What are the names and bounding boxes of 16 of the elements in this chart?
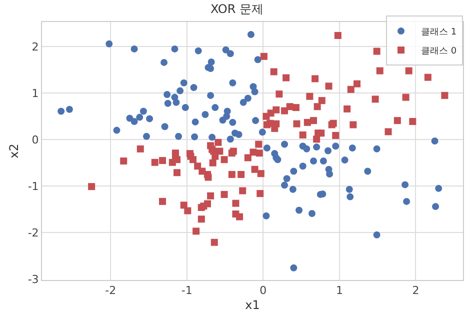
y-tick-label: -1 bbox=[28, 180, 39, 193]
chart-title: XOR 문제 bbox=[210, 2, 264, 16]
x-tick-label: 0 bbox=[260, 284, 267, 298]
y-axis-title: x2 bbox=[7, 144, 22, 158]
x-axis-title: x1 bbox=[245, 298, 260, 312]
x-tick-label: 2 bbox=[412, 284, 420, 298]
y-tick-label: 1 bbox=[32, 86, 39, 100]
x-tick-label: -2 bbox=[105, 284, 116, 298]
y-tick-label: 0 bbox=[32, 133, 39, 146]
y-tick-label: -2 bbox=[28, 226, 39, 240]
x-tick-label: -1 bbox=[181, 284, 192, 298]
x-tick-label: 1 bbox=[336, 284, 343, 298]
legend-label: 클래스 0 bbox=[421, 46, 457, 57]
legend-label: 클래스 1 bbox=[421, 28, 457, 38]
y-tick-label: 2 bbox=[32, 40, 39, 54]
y-tick-label: -3 bbox=[28, 272, 39, 286]
